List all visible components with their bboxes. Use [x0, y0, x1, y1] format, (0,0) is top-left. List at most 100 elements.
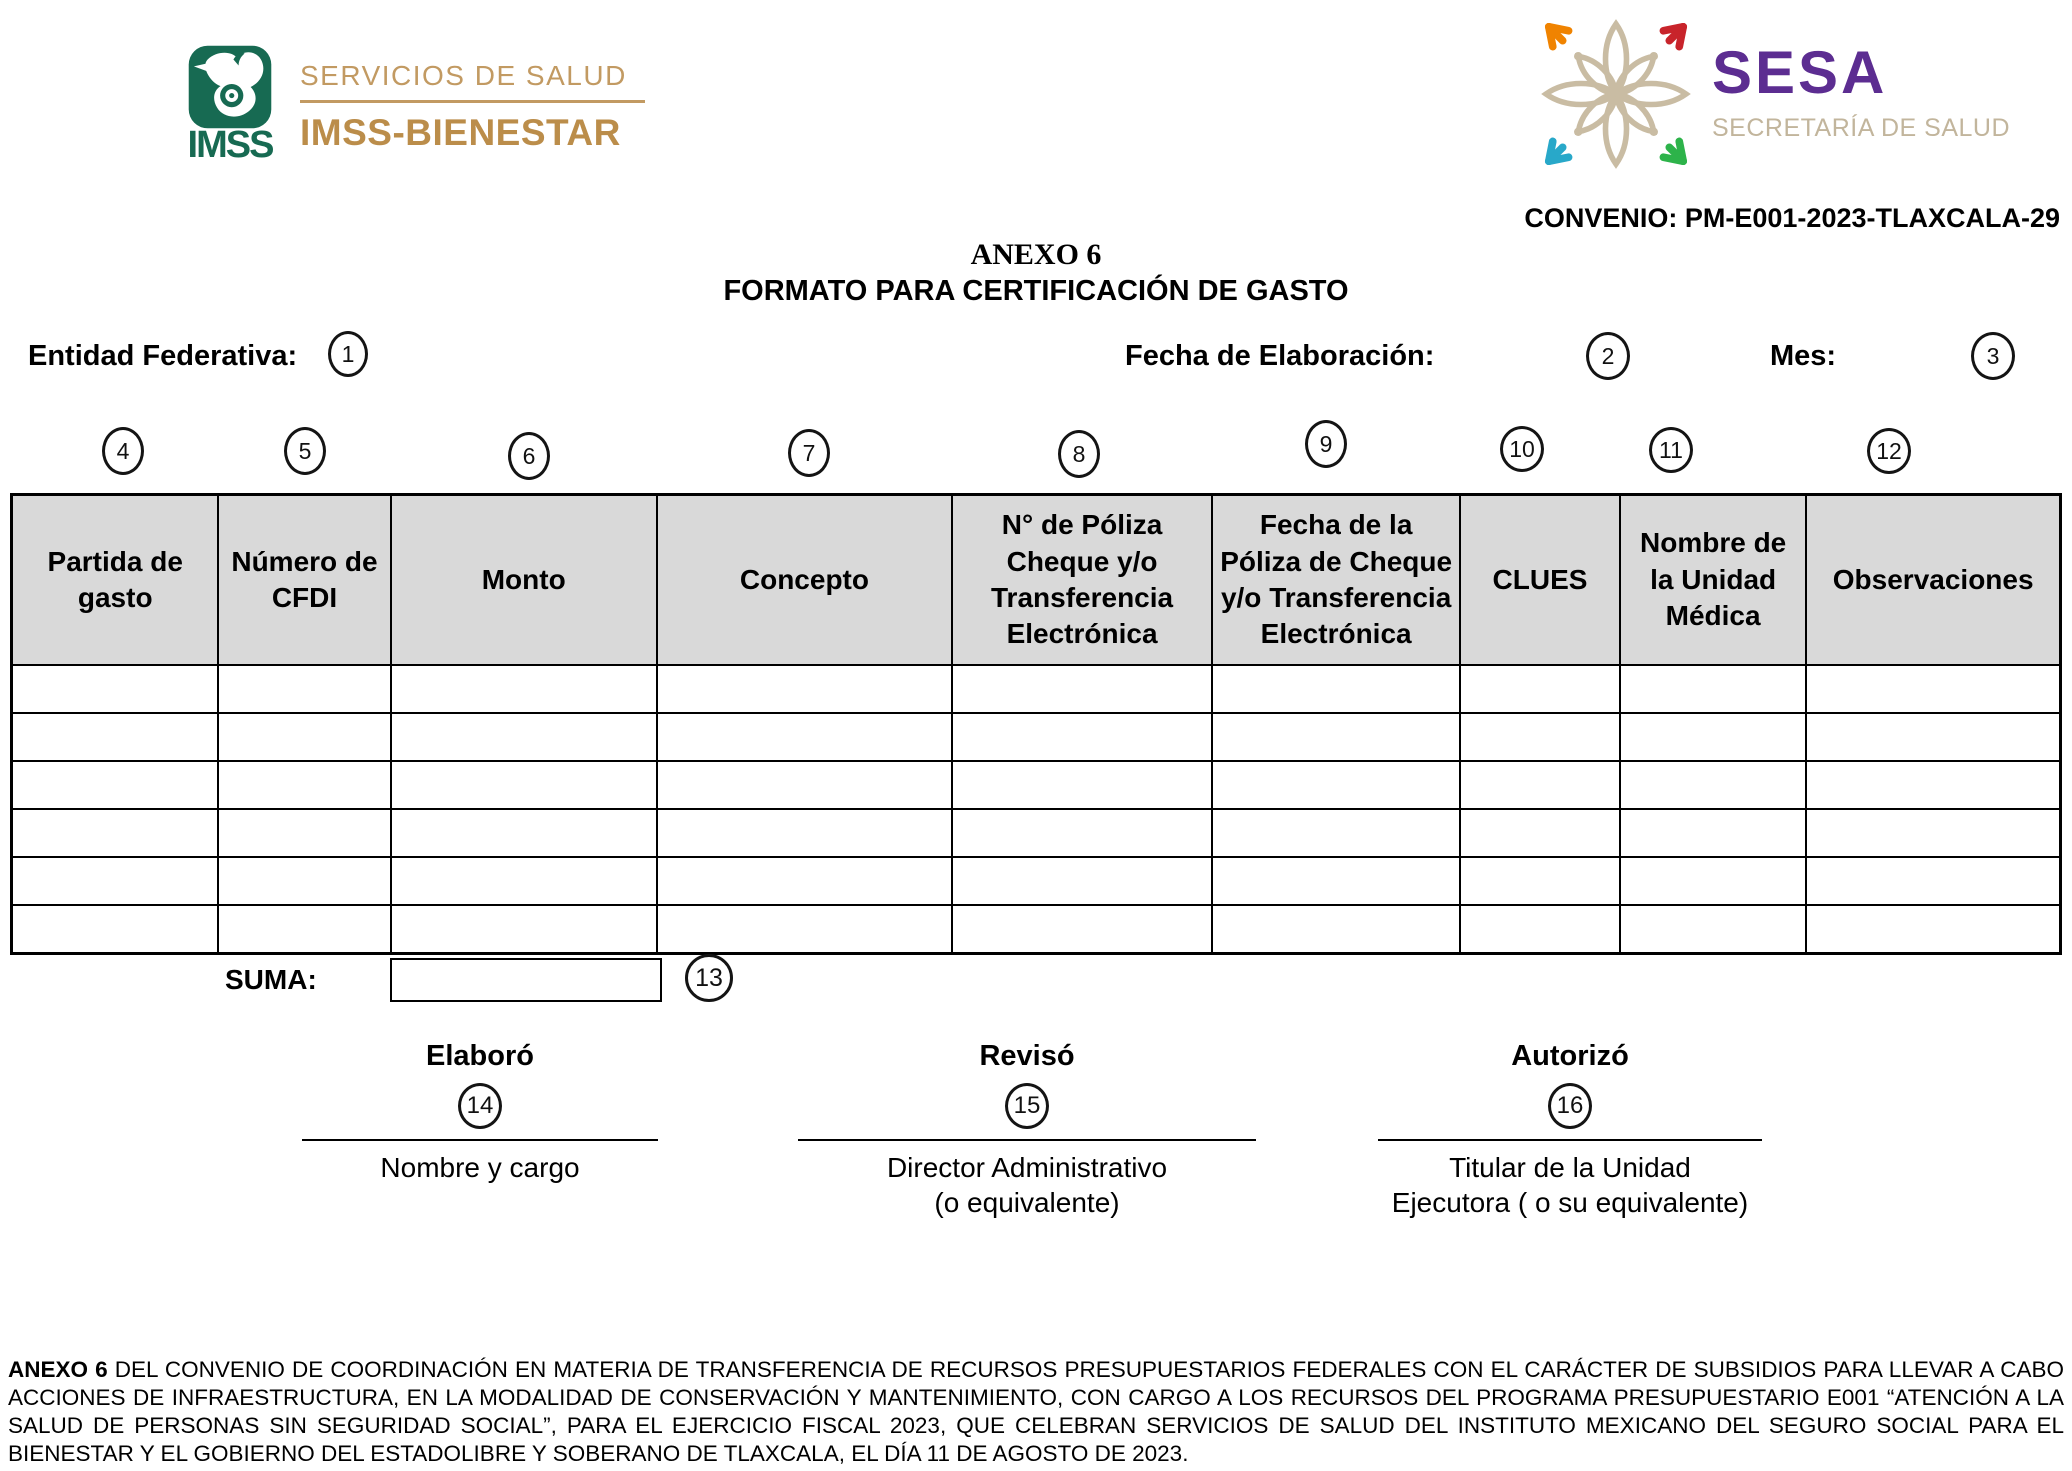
- table-cell: [1618, 712, 1808, 762]
- signature-title: Revisó: [979, 1040, 1075, 1072]
- mes-label: Mes:: [1770, 340, 1837, 372]
- column-header-clues: CLUES: [1459, 493, 1621, 666]
- circle-marker-1-number: 1: [341, 340, 355, 367]
- table-cell: [1211, 664, 1462, 714]
- circle-marker-2: 2: [1586, 332, 1630, 380]
- imss-gold-rule: [300, 100, 645, 103]
- circle-marker-8: 8: [1058, 430, 1100, 478]
- circle-marker-4-number: 4: [116, 437, 130, 464]
- table-cell: [1618, 856, 1808, 906]
- signature-caption-line: Director Administrativo: [886, 1152, 1168, 1183]
- signature-line: [302, 1139, 658, 1141]
- circle-marker-11-number: 11: [1659, 436, 1683, 463]
- circle-marker-4: 4: [102, 427, 144, 475]
- column-header-concepto: Concepto: [655, 493, 953, 666]
- table-cell: [950, 856, 1214, 906]
- circle-marker-1: 1: [328, 331, 368, 377]
- circle-marker-15-number: 15: [1013, 1092, 1041, 1119]
- circle-marker-9: 9: [1305, 420, 1347, 468]
- circle-marker-5-number: 5: [298, 437, 312, 464]
- footnote: ANEXO 6 DEL CONVENIO DE COORDINACIÓN EN …: [8, 1356, 2064, 1468]
- table-cell: [10, 904, 220, 955]
- table-cell: [389, 712, 658, 762]
- column-header-fecha-poliza: Fecha de la Póliza de Cheque y/o Transfe…: [1211, 493, 1462, 666]
- circle-marker-16-number: 16: [1556, 1092, 1584, 1119]
- table-cell: [217, 712, 392, 762]
- circle-marker-9-number: 9: [1319, 430, 1333, 457]
- column-header-cfdi: Número de CFDI: [217, 493, 392, 666]
- circle-marker-7: 7: [788, 429, 830, 477]
- table-cell: [1211, 808, 1462, 858]
- signature-caption-line: (o equivalente): [934, 1187, 1120, 1218]
- footnote-body: DEL CONVENIO DE COORDINACIÓN EN MATERIA …: [8, 1357, 2064, 1466]
- footnote-prefix: ANEXO 6: [8, 1357, 108, 1382]
- table-cell: [655, 856, 953, 906]
- table-cell: [655, 664, 953, 714]
- expense-table: Partida de gasto Número de CFDI Monto Co…: [10, 493, 2062, 955]
- table-row: [10, 808, 2062, 858]
- table-cell: [1211, 856, 1462, 906]
- table-cell: [655, 760, 953, 810]
- signature-block-autorizo: Autorizó 16 Titular de la Unidad Ejecuto…: [1378, 1040, 1762, 1220]
- sesa-acronym: SESA: [1712, 39, 1888, 106]
- column-header-observaciones: Observaciones: [1805, 493, 2062, 666]
- table-cell: [1211, 904, 1462, 955]
- column-header-poliza: N° de Póliza Cheque y/o Transferencia El…: [950, 493, 1214, 666]
- table-cell: [1805, 808, 2062, 858]
- table-cell: [655, 712, 953, 762]
- column-header-monto: Monto: [389, 493, 658, 666]
- circle-marker-6-number: 6: [522, 442, 536, 469]
- sesa-subtitle: SECRETARÍA DE SALUD: [1712, 114, 2011, 142]
- table-cell: [1618, 904, 1808, 955]
- circle-marker-3-number: 3: [1986, 342, 2000, 369]
- table-cell: [950, 904, 1214, 955]
- table-cell: [1618, 664, 1808, 714]
- circle-marker-15: 15: [1005, 1083, 1049, 1129]
- table-row: [10, 712, 2062, 762]
- circle-marker-14-number: 14: [466, 1092, 494, 1119]
- table-cell: [1805, 664, 2062, 714]
- table-body: [10, 664, 2062, 955]
- table-cell: [389, 664, 658, 714]
- table-cell: [389, 856, 658, 906]
- table-cell: [1805, 760, 2062, 810]
- signature-caption: Titular de la Unidad Ejecutora ( o su eq…: [1378, 1150, 1762, 1220]
- circle-marker-12-number: 12: [1876, 437, 1902, 464]
- sesa-flower-icon: [1532, 8, 1700, 180]
- table-cell: [1459, 712, 1621, 762]
- table-cell: [10, 664, 220, 714]
- table-cell: [217, 904, 392, 955]
- table-cell: [217, 760, 392, 810]
- imss-tagline: SERVICIOS DE SALUD: [300, 60, 627, 91]
- table-cell: [1459, 760, 1621, 810]
- table-row: [10, 904, 2062, 955]
- circle-marker-10-number: 10: [1509, 435, 1535, 462]
- table-cell: [1618, 808, 1808, 858]
- table-cell: [1459, 856, 1621, 906]
- table-cell: [1459, 664, 1621, 714]
- circle-marker-11: 11: [1649, 427, 1693, 473]
- table-header-row: Partida de gasto Número de CFDI Monto Co…: [10, 493, 2062, 666]
- suma-label: SUMA:: [225, 964, 317, 995]
- signature-caption: Director Administrativo (o equivalente): [798, 1150, 1256, 1220]
- page-title: ANEXO 6 FORMATO PARA CERTIFICACIÓN DE GA…: [0, 238, 2072, 308]
- table-cell: [10, 808, 220, 858]
- table-cell: [389, 760, 658, 810]
- table-cell: [217, 856, 392, 906]
- column-header-unidad-medica: Nombre de la Unidad Médica: [1618, 493, 1808, 666]
- circle-marker-13: 13: [685, 954, 733, 1002]
- signature-line: [1378, 1139, 1762, 1141]
- circle-marker-5: 5: [284, 427, 326, 475]
- table-cell: [1805, 712, 2062, 762]
- table-cell: [389, 808, 658, 858]
- table-cell: [1211, 712, 1462, 762]
- circle-marker-2-number: 2: [1601, 342, 1615, 369]
- column-header-partida: Partida de gasto: [10, 493, 220, 666]
- suma-total-box: [390, 958, 662, 1002]
- circle-marker-16: 16: [1548, 1083, 1592, 1129]
- table-cell: [10, 712, 220, 762]
- table-cell: [655, 808, 953, 858]
- table-cell: [1459, 808, 1621, 858]
- signature-caption-line: Ejecutora ( o su equivalente): [1391, 1187, 1749, 1218]
